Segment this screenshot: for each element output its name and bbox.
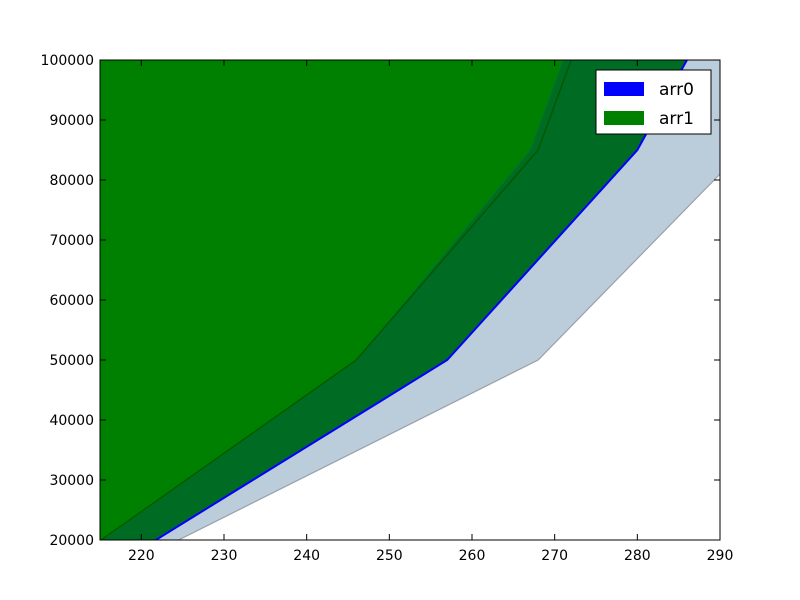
x-tick-label: 230 (211, 548, 238, 564)
y-tick-label: 100000 (41, 53, 94, 69)
x-tick-label: 250 (376, 548, 403, 564)
x-tick-label: 220 (128, 548, 155, 564)
legend-label-arr0: arr0 (659, 80, 694, 100)
x-tick-label: 270 (541, 548, 568, 564)
arr1-band (102, 60, 687, 540)
arr0-lower-line (177, 173, 720, 540)
legend-label-arr1: arr1 (659, 109, 694, 129)
x-tick-label: 260 (459, 548, 486, 564)
legend-swatch-arr1 (604, 111, 644, 125)
legend: arr0 arr1 (595, 69, 712, 135)
arr1-outer-line (100, 60, 572, 540)
y-tick-label: 30000 (49, 473, 94, 489)
y-tick-label: 60000 (49, 293, 94, 309)
y-tick-label: 80000 (49, 173, 94, 189)
x-tick-label: 240 (293, 548, 320, 564)
x-tick-label: 280 (624, 548, 651, 564)
y-tick-label: 50000 (49, 353, 94, 369)
y-tick-label: 70000 (49, 233, 94, 249)
x-tick-label: 290 (707, 548, 734, 564)
arr1-fill-region (100, 60, 572, 540)
y-tick-label: 90000 (49, 113, 94, 129)
y-tick-label: 40000 (49, 413, 94, 429)
y-tick-label: 20000 (49, 533, 94, 549)
legend-swatch-arr0 (604, 82, 644, 96)
